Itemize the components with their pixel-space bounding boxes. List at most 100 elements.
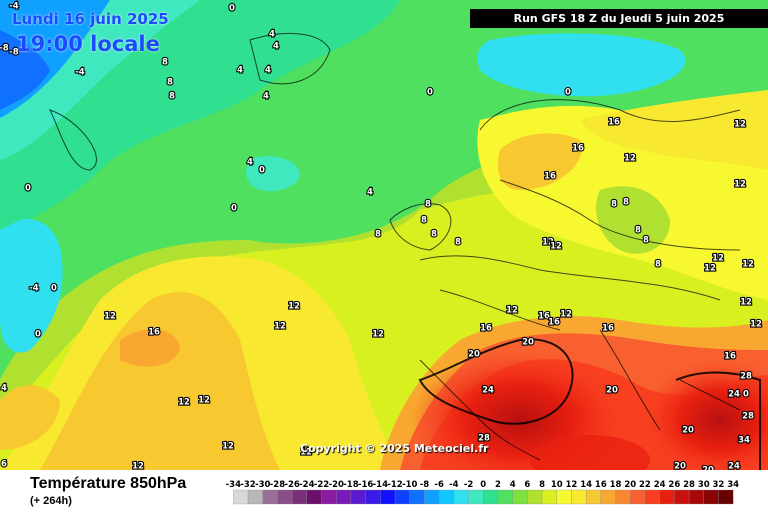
contour-label: 16 [602,324,614,334]
legend-tick-label: -6 [434,480,444,490]
legend-tick-label: 10 [551,480,563,490]
contour-label: 12 [300,448,312,458]
contour-label: 4 [273,42,279,52]
contour-label: 16 [724,352,736,362]
contour-label: 0 [229,4,235,14]
contour-label: 16 [538,312,550,322]
legend-tick-label: -30 [255,480,270,490]
legend-swatch [380,489,396,505]
contour-label: 8 [169,92,175,102]
contour-label: -4 [75,68,85,78]
legend-swatch [306,489,322,505]
legend-tick-label: -2 [464,480,474,490]
contour-label: 0 [25,184,31,194]
legend-swatch [674,489,690,505]
legend-tick-label: -32 [240,480,255,490]
contour-label: 24 [728,390,740,400]
legend-swatch [703,489,719,505]
contour-label: 0 [51,284,57,294]
contour-label: 12 [198,396,210,406]
contour-label: 0 [35,330,41,340]
contour-label: 16 [544,172,556,182]
contour-label: 4 [237,66,243,76]
contour-label: 20 [674,462,686,471]
valid-hour: 19:00 locale [16,32,160,56]
legend-swatch [483,489,499,505]
legend-swatch [541,489,557,505]
contour-label: 12 [560,310,572,320]
contour-label: 20 [702,466,714,471]
contour-label: 8 [425,200,431,210]
contour-label: 12 [178,398,190,408]
legend-swatch [571,489,587,505]
contour-label: 8 [635,226,641,236]
legend-tick-label: -8 [420,480,430,490]
legend-swatch [468,489,484,505]
legend-swatch [600,489,616,505]
legend-tick-label: -14 [373,480,388,490]
legend-tick-label: 4 [510,480,516,490]
contour-label: 0 [565,88,571,98]
contour-label: 24 [482,386,494,396]
legend-tick-label: 20 [624,480,636,490]
contour-label: 28 [742,412,754,422]
map-title: Température 850hPa [30,475,187,492]
legend-tick-label: -34 [226,480,241,490]
legend-tick-label: 12 [566,480,578,490]
legend-swatch [336,489,352,505]
legend-swatch [247,489,263,505]
contour-label: 12 [506,306,518,316]
contour-label: 4 [269,30,275,40]
contour-label: 12 [740,298,752,308]
contour-label: 12 [734,120,746,130]
contour-label: 8 [455,238,461,248]
legend-tick-label: 34 [727,480,739,490]
legend-swatch [394,489,410,505]
legend-swatch [659,489,675,505]
legend-swatch [292,489,308,505]
legend-swatch [438,489,454,505]
contour-label: 12 [624,154,636,164]
contour-label: -8 [0,44,9,54]
contour-label: 16 [572,144,584,154]
legend-swatch [527,489,543,505]
run-info-banner: Run GFS 18 Z du Jeudi 5 juin 2025 [470,9,768,28]
contour-label: 12 [222,442,234,452]
contour-label: 20 [606,386,618,396]
legend-tick-label: 26 [668,480,680,490]
legend-tick-label: 24 [654,480,666,490]
contour-label: 6 [1,460,7,470]
contour-label: 0 [427,88,433,98]
legend-swatch [350,489,366,505]
contour-label: 16 [480,324,492,334]
legend-swatch [585,489,601,505]
legend-tick-label: -24 [299,480,314,490]
contour-label: 12 [550,242,562,252]
legend-tick-label: 14 [580,480,592,490]
legend-swatch [688,489,704,505]
legend-tick-label: 16 [595,480,607,490]
contour-label: 12 [288,302,300,312]
legend-swatch [556,489,572,505]
contour-label: 8 [375,230,381,240]
legend-swatch [497,489,513,505]
legend-swatch [644,489,660,505]
legend-swatch [453,489,469,505]
contour-label: 12 [750,320,762,330]
legend-tick-label: -4 [449,480,459,490]
legend-tick-label: 6 [524,480,530,490]
contour-label: 12 [712,254,724,264]
legend-tick-label: 2 [495,480,501,490]
contour-label: 12 [274,322,286,332]
legend-swatch [424,489,440,505]
footer-bar: Température 850hPa (+ 264h) -34 -32 -30 -28… [0,470,768,512]
legend-tick-label: 30 [698,480,710,490]
contour-label: 20 [522,338,534,348]
contour-label: 16 [608,118,620,128]
contour-label: -4 [9,2,19,12]
legend-swatch [365,489,381,505]
contour-label: 16 [148,328,160,338]
contour-label: -4 [29,284,39,294]
legend-swatch [233,489,249,505]
